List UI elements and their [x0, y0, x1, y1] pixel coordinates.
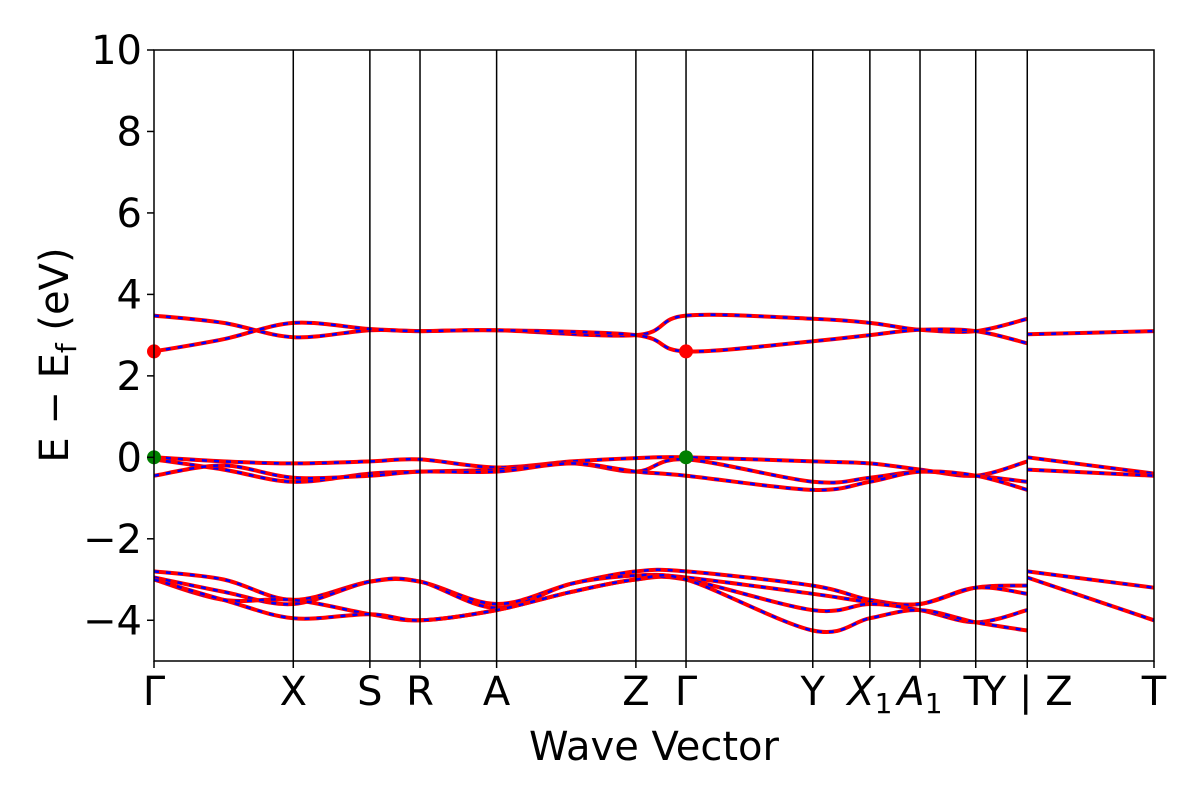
x-tick-label-5: Z	[622, 669, 649, 715]
bands-layer	[153, 312, 1155, 634]
x-tick-label-9-sub: 1	[925, 687, 943, 720]
y-axis-label-main: E − E	[32, 353, 78, 463]
x-tick-label-8-main: X	[845, 669, 876, 715]
band-line-1-dash	[153, 321, 1028, 353]
x-tick-label-3: R	[406, 669, 434, 715]
band-line-12-dash	[1027, 570, 1155, 589]
x-tick-label-8: X1	[845, 669, 892, 720]
y-tick-label-6: −2	[83, 517, 142, 563]
y-tick-label-2: 6	[117, 191, 142, 237]
x-tick-label-8-sub: 1	[875, 687, 893, 720]
cbm-marker-1	[679, 344, 694, 359]
x-tick-label-1: X	[280, 669, 307, 715]
x-tick-label-9-main: A	[894, 669, 924, 715]
y-axis-label-sub: f	[50, 342, 83, 353]
y-tick-label-0: 10	[91, 28, 142, 74]
x-tick-label-2: S	[357, 669, 382, 715]
kpoint-lines	[292, 50, 1029, 661]
x-axis-label: Wave Vector	[529, 724, 780, 770]
band-line-11	[153, 573, 1028, 634]
y-tick-label-1: 8	[117, 109, 142, 155]
y-tick-label-4: 2	[117, 354, 142, 400]
band-line-3-dash	[153, 455, 1028, 478]
y-axis-ticks: 10 8 6 4 2 0 −2 −4	[83, 28, 154, 644]
band-line-5-dash	[153, 462, 1028, 492]
band-line-7-dash	[1027, 468, 1155, 477]
y-axis-label: E − Ef (eV)	[32, 247, 83, 462]
band-line-9-dash	[153, 573, 1028, 610]
x-tick-label-10: T	[963, 669, 989, 715]
x-tick-label-4: A	[483, 669, 511, 715]
x-tick-label-7: Y	[800, 669, 826, 715]
y-axis-label-unit: (eV)	[32, 247, 78, 343]
y-tick-label-7: −4	[83, 598, 142, 644]
vbm-marker-1	[679, 450, 694, 465]
y-tick-label-5: 0	[117, 435, 142, 481]
x-tick-label-6: Γ	[675, 669, 698, 715]
x-tick-label-0: Γ	[143, 669, 166, 715]
y-tick-label-3: 4	[117, 272, 142, 318]
x-tick-label-12: T	[1141, 669, 1167, 715]
x-tick-label-9: A1	[894, 669, 942, 720]
band-line-13-dash	[1026, 576, 1155, 622]
plot-frame	[153, 49, 1155, 662]
band-line-2-dash	[1027, 329, 1155, 336]
x-tick-label-11: Y | Z	[981, 669, 1073, 715]
band-line-6-dash	[1027, 456, 1155, 475]
